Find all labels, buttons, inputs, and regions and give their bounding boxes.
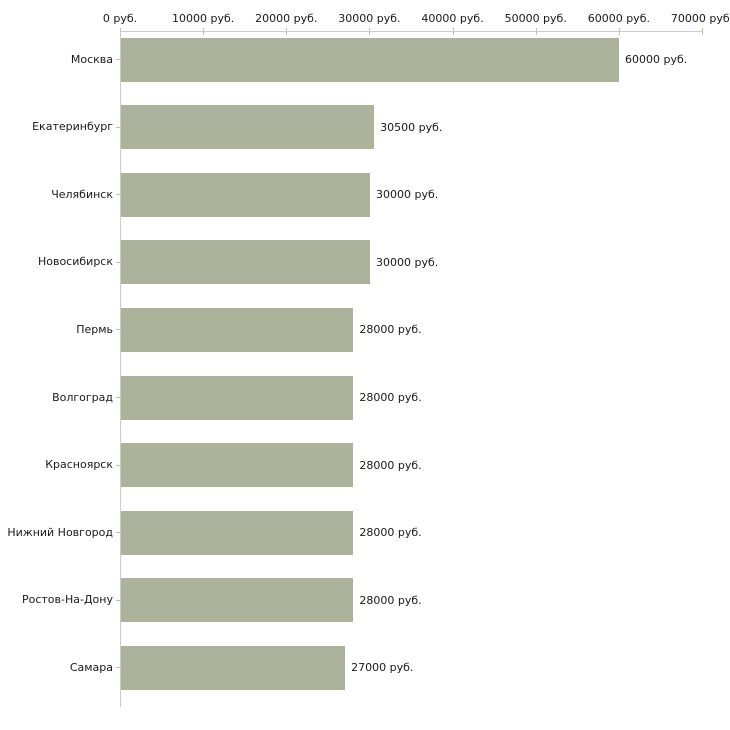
category-label: Пермь xyxy=(76,322,113,336)
bar xyxy=(121,645,346,690)
bar-row: Пермь 28000 руб. xyxy=(76,307,702,352)
bar-row: Екатеринбург 30500 руб. xyxy=(32,105,702,150)
x-axis-tick-label: 70000 руб. xyxy=(670,12,730,25)
y-axis-tick-mark xyxy=(116,397,121,398)
x-axis-tick-label: 60000 руб. xyxy=(587,12,650,25)
bar-row: Самара 27000 руб. xyxy=(70,645,702,690)
bar xyxy=(121,375,354,420)
bar xyxy=(121,307,354,352)
bar xyxy=(121,240,370,285)
x-axis-tick-label: 30000 руб. xyxy=(338,12,401,25)
x-axis-line xyxy=(120,31,702,32)
bar xyxy=(121,510,354,555)
bar xyxy=(121,105,375,150)
x-axis-tick-label: 20000 руб. xyxy=(255,12,318,25)
category-label: Челябинск xyxy=(51,187,113,201)
category-label: Москва xyxy=(70,52,113,66)
category-label: Нижний Новгород xyxy=(7,525,113,539)
plot-area: Москва 60000 руб. Екатеринбург 30500 руб. Че… xyxy=(7,32,702,707)
category-label: Новосибирск xyxy=(37,255,113,269)
bar xyxy=(121,443,354,488)
y-axis-tick-mark xyxy=(116,329,121,331)
y-axis-tick-mark xyxy=(116,194,121,196)
bar-row: Ростов-На-Дону 28000 руб. xyxy=(22,578,702,623)
x-axis-tick-label: 40000 руб. xyxy=(421,12,484,25)
category-label: Ростов-На-Дону xyxy=(21,593,113,607)
category-label: Екатеринбург xyxy=(32,120,113,134)
x-axis-tick-mark xyxy=(702,28,703,35)
bar-value-label: 28000 руб. xyxy=(359,323,422,337)
bar-value-label: 60000 руб. xyxy=(625,53,688,66)
category-label: Самара xyxy=(69,660,113,674)
bar-value-label: 27000 руб. xyxy=(351,661,414,675)
y-axis-tick-mark xyxy=(116,599,121,601)
category-label: Красноярск xyxy=(45,458,113,472)
y-axis-tick-mark xyxy=(116,667,121,669)
bar-row: Нижний Новгород 28000 руб. xyxy=(7,510,702,555)
y-axis-line xyxy=(120,31,121,707)
bar-row: Новосибирск 30000 руб. xyxy=(38,240,702,285)
bar-row: Москва 60000 руб. xyxy=(71,37,702,82)
bar-row: Челябинск 30000 руб. xyxy=(51,172,702,217)
bar-value-label: 28000 руб. xyxy=(359,458,422,472)
y-axis-tick-mark xyxy=(116,261,121,263)
y-axis-tick-mark xyxy=(116,126,121,128)
bar xyxy=(121,172,370,217)
category-label: Волгоград xyxy=(52,390,113,404)
y-axis-tick-mark xyxy=(116,464,121,466)
bar-value-label: 30000 руб. xyxy=(376,255,439,269)
bar-value-label: 30500 руб. xyxy=(380,120,443,134)
bar-value-label: 28000 руб. xyxy=(359,593,422,607)
bar xyxy=(121,578,354,623)
bar-value-label: 28000 руб. xyxy=(359,526,422,540)
bar-value-label: 30000 руб. xyxy=(376,188,439,202)
bar-row: Красноярск 28000 руб. xyxy=(45,443,702,488)
bar xyxy=(121,37,619,82)
x-axis-tick-label: 10000 руб. xyxy=(172,12,235,25)
bar-value-label: 28000 руб. xyxy=(359,391,422,404)
y-axis-tick-mark xyxy=(116,532,121,534)
bar-row: Волгоград 28000 руб. xyxy=(52,375,702,420)
x-axis-tick-label: 0 руб. xyxy=(102,12,138,25)
y-axis-tick-mark xyxy=(116,59,121,60)
x-axis-tick-label: 50000 руб. xyxy=(504,12,567,25)
